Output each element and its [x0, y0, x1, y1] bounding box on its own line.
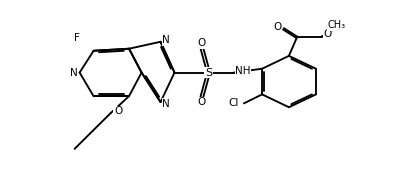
- Text: F: F: [74, 33, 80, 43]
- Text: Cl: Cl: [229, 98, 239, 108]
- Text: CH₃: CH₃: [328, 20, 346, 30]
- Text: S: S: [205, 68, 212, 78]
- Text: N: N: [70, 68, 77, 78]
- Text: N: N: [162, 99, 170, 109]
- Text: N: N: [162, 35, 170, 45]
- Text: O: O: [114, 106, 122, 116]
- Text: O: O: [198, 97, 206, 107]
- Text: O: O: [198, 38, 206, 48]
- Text: NH: NH: [235, 66, 251, 76]
- Text: O: O: [323, 29, 331, 39]
- Text: O: O: [273, 22, 282, 32]
